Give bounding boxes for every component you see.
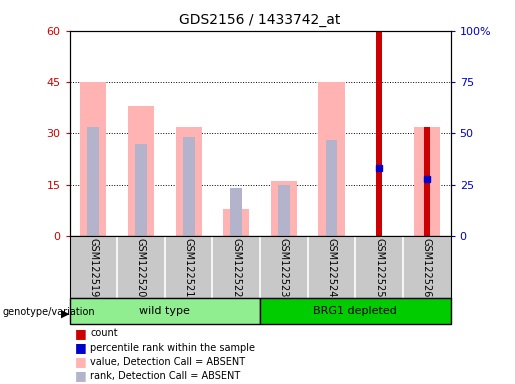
Title: GDS2156 / 1433742_at: GDS2156 / 1433742_at <box>179 13 341 27</box>
Bar <box>183 137 195 236</box>
Bar <box>128 106 154 236</box>
Text: GSM122523: GSM122523 <box>279 238 289 297</box>
Text: ■: ■ <box>75 327 87 340</box>
Bar <box>176 127 202 236</box>
Bar <box>271 181 297 236</box>
Bar <box>135 144 147 236</box>
Text: GSM122520: GSM122520 <box>136 238 146 297</box>
Bar <box>70 298 260 324</box>
Text: value, Detection Call = ABSENT: value, Detection Call = ABSENT <box>90 357 245 367</box>
Bar <box>260 298 451 324</box>
Bar <box>318 82 345 236</box>
Bar <box>88 127 99 236</box>
Bar <box>278 185 290 236</box>
Text: rank, Detection Call = ABSENT: rank, Detection Call = ABSENT <box>90 371 241 381</box>
Text: GSM122524: GSM122524 <box>327 238 336 297</box>
Text: BRG1 depleted: BRG1 depleted <box>314 306 397 316</box>
Text: genotype/variation: genotype/variation <box>3 307 95 317</box>
Text: percentile rank within the sample: percentile rank within the sample <box>90 343 255 353</box>
Text: GSM122526: GSM122526 <box>422 238 432 297</box>
Text: ■: ■ <box>75 341 87 354</box>
Bar <box>424 127 430 236</box>
Bar <box>223 209 249 236</box>
Text: GSM122521: GSM122521 <box>184 238 194 297</box>
Bar <box>230 188 242 236</box>
Bar <box>80 82 107 236</box>
Text: count: count <box>90 328 118 338</box>
Bar <box>325 140 337 236</box>
Text: GSM122519: GSM122519 <box>89 238 98 297</box>
Text: ■: ■ <box>75 369 87 382</box>
Text: wild type: wild type <box>140 306 190 316</box>
Text: GSM122522: GSM122522 <box>231 238 241 298</box>
Text: ▶: ▶ <box>61 309 70 319</box>
Text: ■: ■ <box>75 355 87 368</box>
Bar <box>376 31 382 236</box>
Bar <box>414 127 440 236</box>
Text: GSM122525: GSM122525 <box>374 238 384 298</box>
